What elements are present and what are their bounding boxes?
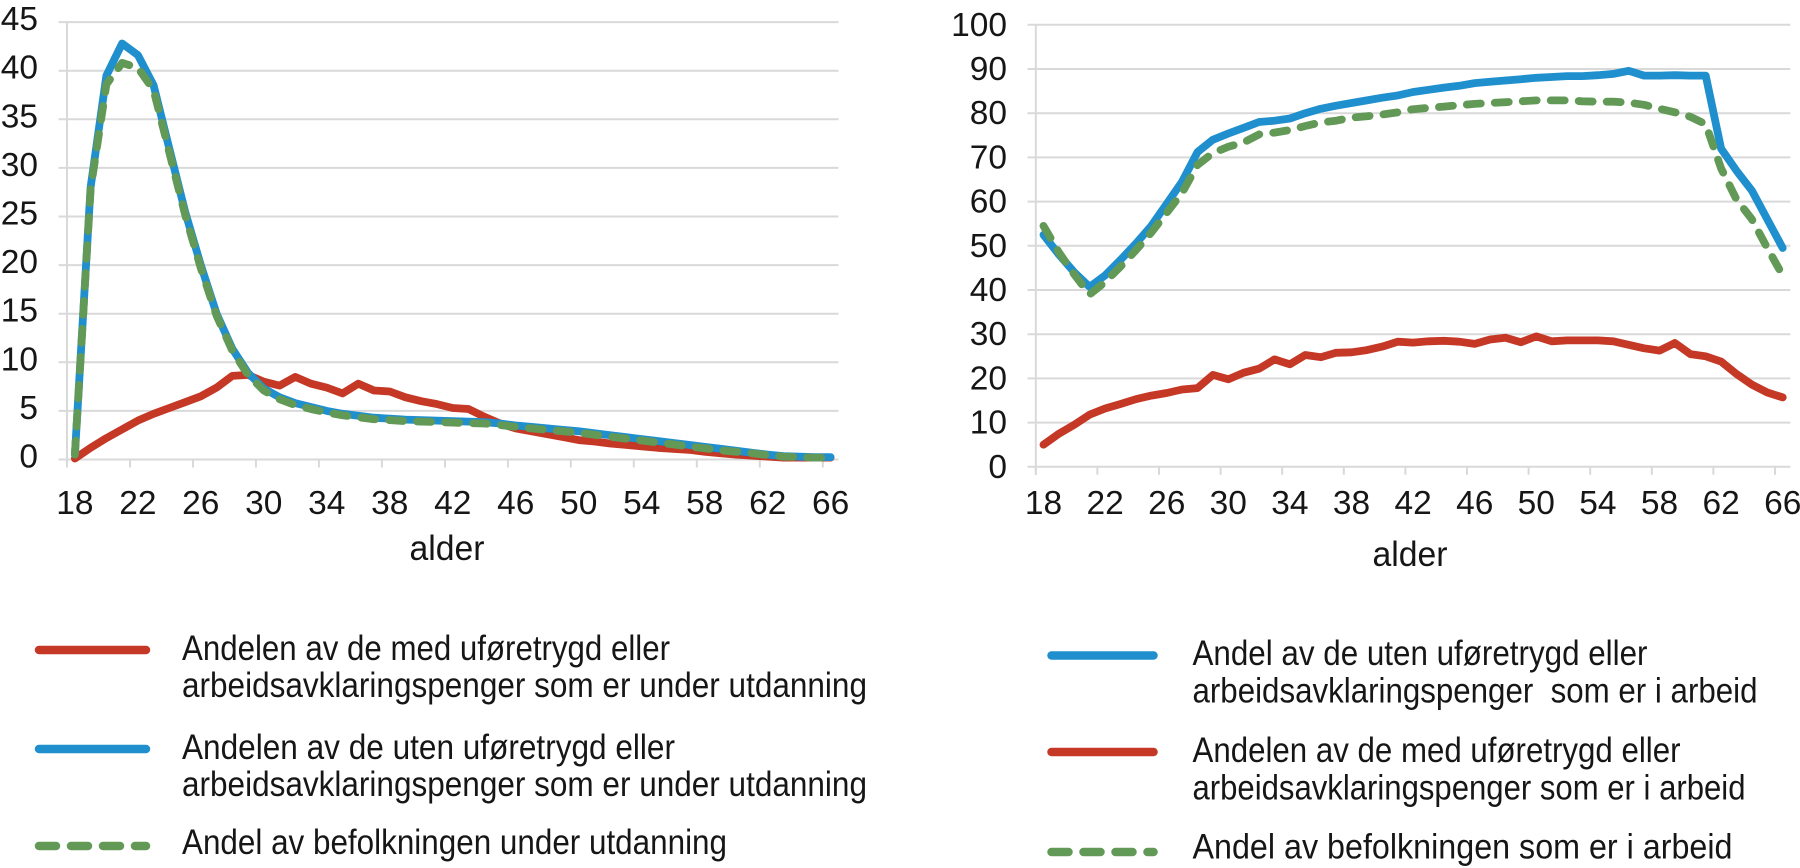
svg-text:Andelen av de uten uføretrygd: Andelen av de uten uføretrygd eller bbox=[182, 728, 675, 767]
svg-text:Andel av befolkningen under ut: Andel av befolkningen under utdanning bbox=[182, 823, 727, 862]
svg-text:42: 42 bbox=[434, 485, 471, 522]
svg-text:40: 40 bbox=[970, 272, 1007, 309]
svg-text:arbeidsavklaringspenger som er: arbeidsavklaringspenger som er i arbeid bbox=[1193, 769, 1746, 808]
svg-text:40: 40 bbox=[1, 50, 38, 87]
svg-text:arbeidsavklaringspenger som er: arbeidsavklaringspenger som er under utd… bbox=[182, 765, 867, 804]
svg-text:66: 66 bbox=[812, 485, 849, 522]
svg-text:arbeidsavklaringspenger som e: arbeidsavklaringspenger som er i arbeid bbox=[1193, 672, 1758, 711]
svg-text:62: 62 bbox=[1702, 485, 1739, 522]
svg-text:38: 38 bbox=[371, 485, 408, 522]
svg-text:26: 26 bbox=[1148, 485, 1185, 522]
svg-text:18: 18 bbox=[56, 485, 93, 522]
svg-text:45: 45 bbox=[1, 1, 38, 38]
svg-text:10: 10 bbox=[970, 405, 1007, 442]
svg-text:26: 26 bbox=[182, 485, 219, 522]
svg-text:46: 46 bbox=[497, 485, 534, 522]
svg-text:arbeidsavklaringspenger som er: arbeidsavklaringspenger som er under utd… bbox=[182, 666, 867, 705]
svg-text:22: 22 bbox=[1086, 485, 1123, 522]
svg-text:15: 15 bbox=[1, 293, 38, 330]
svg-text:35: 35 bbox=[1, 98, 38, 135]
svg-text:Andelen av de med uføretrygd e: Andelen av de med uføretrygd eller bbox=[182, 629, 670, 668]
svg-text:30: 30 bbox=[1, 147, 38, 184]
svg-text:58: 58 bbox=[686, 485, 723, 522]
svg-text:70: 70 bbox=[970, 139, 1007, 176]
svg-text:30: 30 bbox=[970, 316, 1007, 353]
svg-text:66: 66 bbox=[1764, 485, 1800, 522]
svg-text:80: 80 bbox=[970, 95, 1007, 132]
svg-text:0: 0 bbox=[19, 439, 38, 476]
svg-text:38: 38 bbox=[1333, 485, 1370, 522]
svg-text:58: 58 bbox=[1641, 485, 1678, 522]
svg-text:10: 10 bbox=[1, 341, 38, 378]
svg-text:60: 60 bbox=[970, 184, 1007, 221]
svg-text:50: 50 bbox=[970, 228, 1007, 265]
svg-text:50: 50 bbox=[560, 485, 597, 522]
svg-text:54: 54 bbox=[623, 485, 660, 522]
svg-text:90: 90 bbox=[970, 51, 1007, 88]
svg-text:34: 34 bbox=[1271, 485, 1308, 522]
svg-text:5: 5 bbox=[19, 390, 38, 427]
svg-text:alder: alder bbox=[1373, 535, 1448, 574]
svg-text:50: 50 bbox=[1518, 485, 1555, 522]
svg-text:20: 20 bbox=[1, 244, 38, 281]
svg-text:30: 30 bbox=[245, 485, 282, 522]
svg-text:62: 62 bbox=[749, 485, 786, 522]
svg-text:42: 42 bbox=[1394, 485, 1431, 522]
svg-text:alder: alder bbox=[410, 529, 485, 568]
svg-text:Andelen av de med uføretrygd e: Andelen av de med uføretrygd eller bbox=[1193, 731, 1681, 770]
svg-text:30: 30 bbox=[1210, 485, 1247, 522]
svg-text:100: 100 bbox=[951, 7, 1007, 44]
svg-text:22: 22 bbox=[119, 485, 156, 522]
svg-text:46: 46 bbox=[1456, 485, 1493, 522]
svg-text:Andel av befolkningen som er i: Andel av befolkningen som er i arbeid bbox=[1193, 828, 1733, 867]
svg-text:18: 18 bbox=[1025, 485, 1062, 522]
svg-text:Andel av de uten uføretrygd el: Andel av de uten uføretrygd eller bbox=[1193, 634, 1648, 673]
svg-text:20: 20 bbox=[970, 360, 1007, 397]
svg-text:25: 25 bbox=[1, 196, 38, 233]
svg-text:34: 34 bbox=[308, 485, 345, 522]
svg-text:54: 54 bbox=[1579, 485, 1616, 522]
svg-text:0: 0 bbox=[988, 449, 1007, 486]
